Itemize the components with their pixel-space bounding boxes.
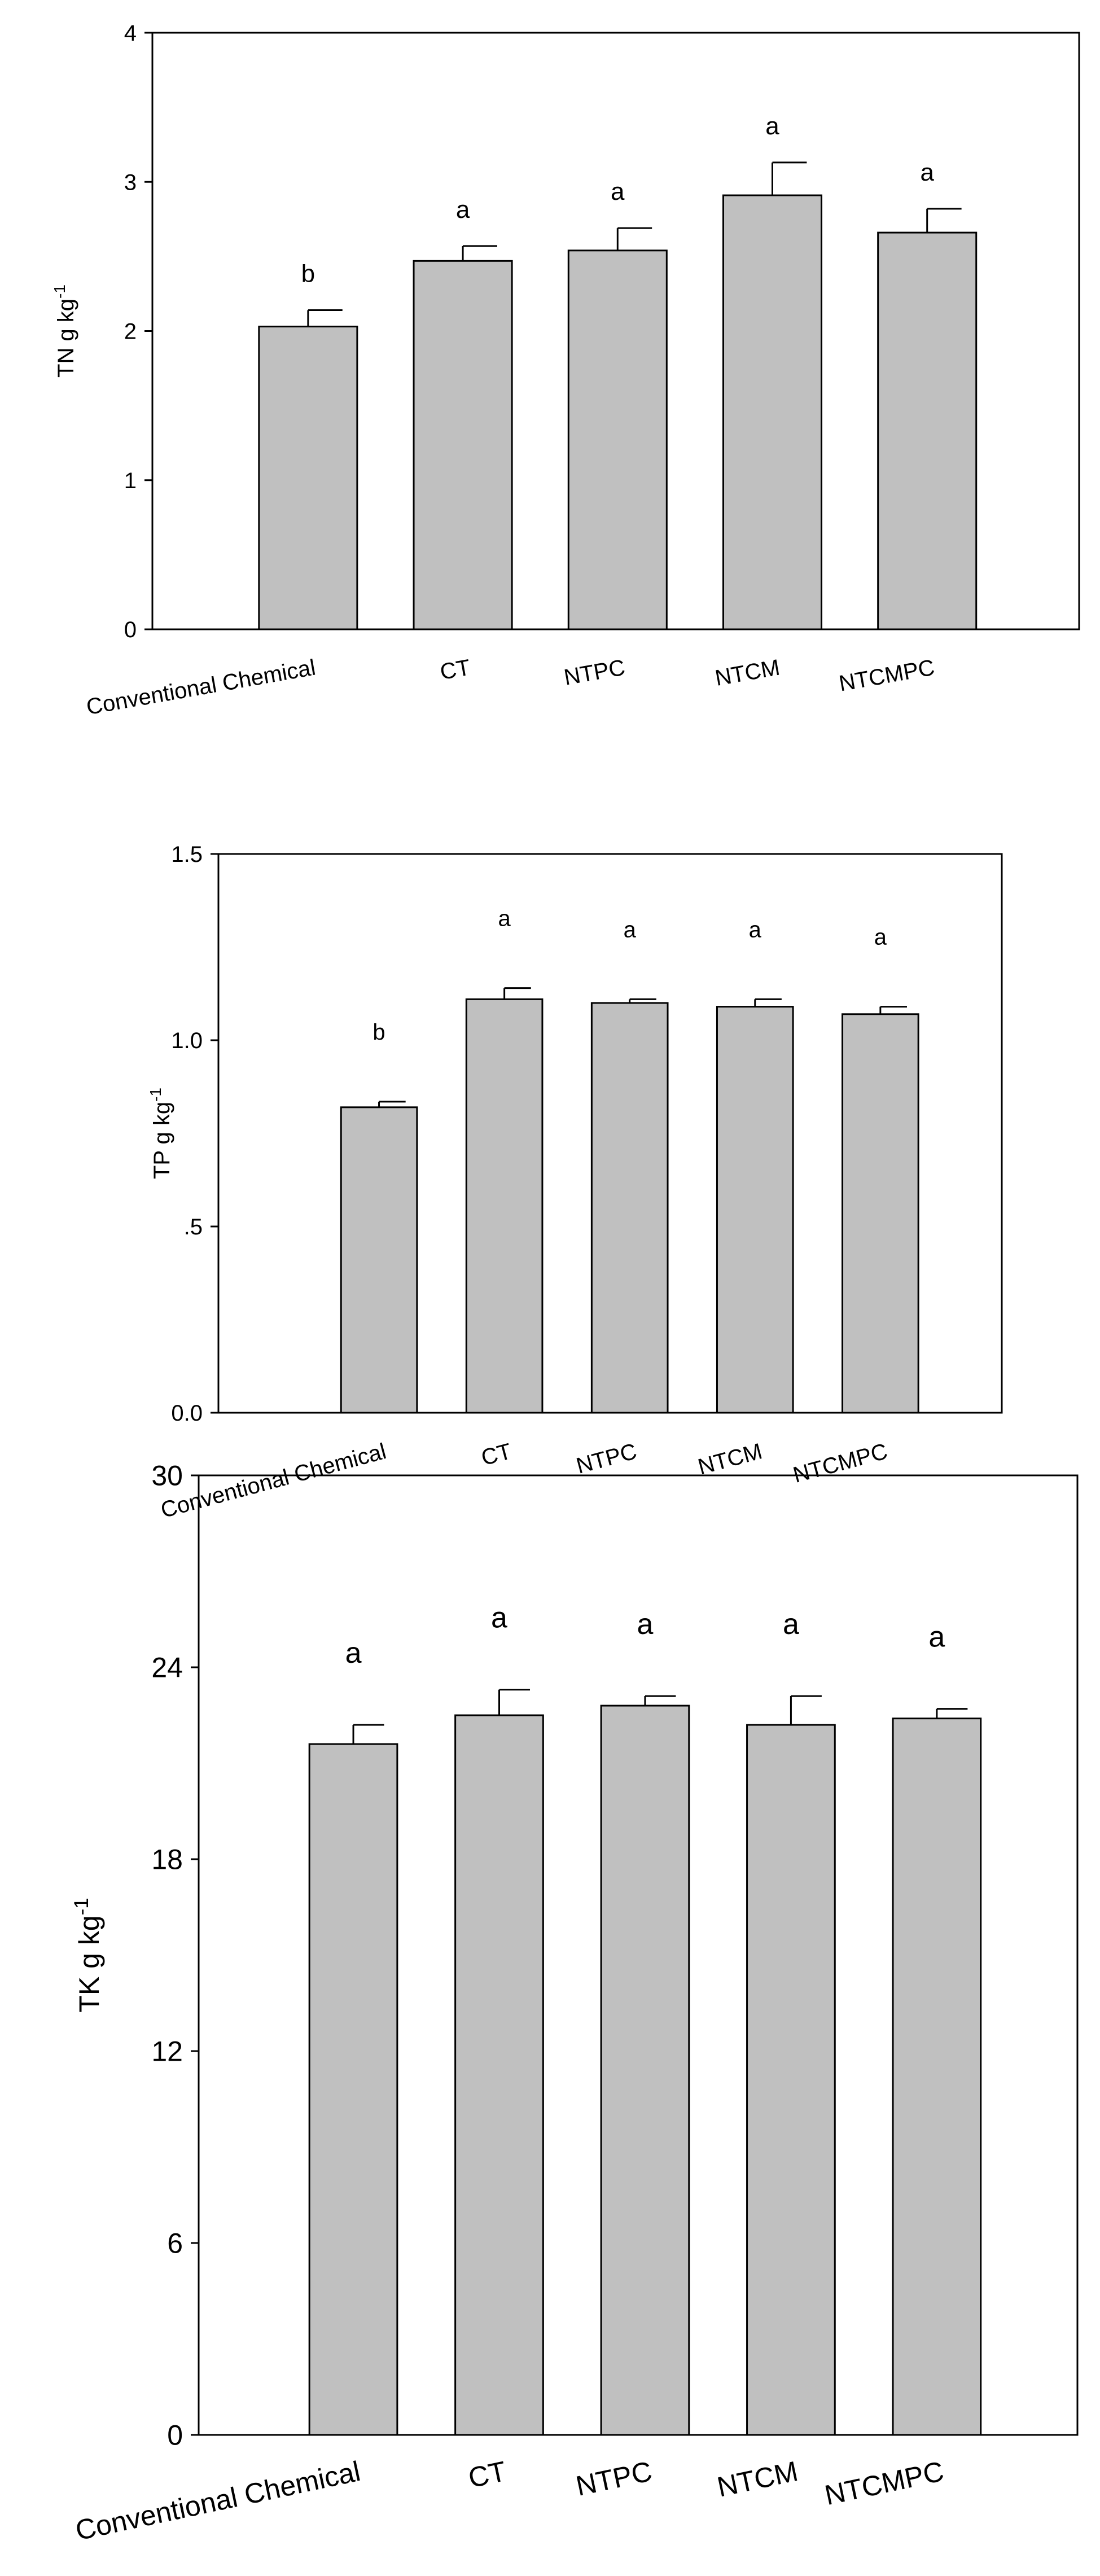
y-axis-label: TP g kg-1	[147, 1088, 175, 1179]
x-tick-label: CT	[466, 2455, 509, 2494]
bar	[892, 1718, 982, 2436]
y-axis-label-sup: -1	[51, 284, 68, 299]
y-tick-label: 12	[151, 2036, 183, 2067]
panel: 0 6 12 18 24 30 a Conventional Chemical a CT a NTPC…	[71, 1460, 1079, 2547]
panel: 0.0 .5 1.0 1.5 b Conventional Chemical a CT a NTP…	[147, 842, 1003, 1523]
significance-letter: a	[920, 159, 934, 186]
bar	[716, 1006, 794, 1414]
significance-letter: a	[928, 1621, 945, 1654]
y-tick-label: 0	[124, 617, 137, 642]
y-tick-label: 1.0	[171, 1028, 203, 1053]
significance-letter: a	[874, 925, 887, 950]
y-axis-label-text: TN g kg	[54, 299, 78, 378]
x-tick-label: Conventional Chemical	[158, 1439, 389, 1523]
bar	[567, 249, 668, 630]
significance-letter: a	[456, 196, 470, 224]
significance-letter: a	[765, 112, 779, 140]
bar	[842, 1013, 919, 1414]
y-axis-label-text: TK g kg	[73, 1915, 105, 2012]
significance-letter: a	[637, 1608, 653, 1641]
y-tick-label: 18	[151, 1844, 183, 1876]
bar	[722, 194, 823, 630]
x-tick-label: NTPC	[573, 2455, 655, 2502]
y-tick-label: .5	[184, 1215, 203, 1239]
bar	[454, 1714, 544, 2436]
panel: 0 1 2 3 4 b Conventional Chemical a CT a NTPC a NTCM…	[51, 21, 1080, 720]
bar	[340, 1106, 418, 1414]
y-axis-label: TK g kg-1	[71, 1898, 106, 2012]
y-tick-label: 30	[151, 1460, 183, 1492]
plot-frame	[198, 1474, 1079, 2436]
y-axis-label-sup: -1	[147, 1088, 164, 1102]
y-tick-label: 24	[151, 1652, 183, 1684]
bar	[413, 260, 513, 630]
significance-letter: a	[491, 1602, 507, 1635]
bar	[308, 1743, 398, 2436]
x-tick-label: NTCM	[713, 655, 782, 691]
x-tick-label: Conventional Chemical	[73, 2455, 363, 2547]
bar	[877, 231, 978, 630]
bar	[590, 1002, 669, 1414]
y-tick-label: 0	[167, 2420, 183, 2451]
y-tick-label: 6	[167, 2228, 183, 2259]
x-tick-label: NTCM	[715, 2455, 801, 2503]
x-tick-label: NTPC	[573, 1439, 639, 1479]
y-tick-label: 0.0	[171, 1401, 203, 1426]
x-tick-label: CT	[438, 655, 472, 685]
plot-frame	[217, 853, 1003, 1414]
x-tick-label: NTCM	[695, 1439, 765, 1479]
x-tick-label: NTCMPC	[822, 2455, 946, 2511]
significance-letter: b	[301, 260, 315, 288]
y-tick-label: 3	[124, 170, 137, 195]
x-tick-label: CT	[479, 1439, 514, 1470]
significance-letter: a	[749, 917, 762, 942]
plot-frame	[151, 32, 1080, 630]
x-tick-label: NTCMPC	[791, 1439, 891, 1488]
significance-letter: a	[345, 1637, 362, 1670]
significance-letter: a	[498, 906, 511, 931]
y-tick-label: 1	[124, 468, 137, 493]
bar	[465, 998, 544, 1414]
x-tick-label: NTCMPC	[837, 655, 936, 696]
bar	[746, 1724, 836, 2436]
bar	[600, 1705, 690, 2436]
y-tick-label: 4	[124, 21, 137, 46]
x-tick-label: NTPC	[562, 655, 627, 690]
y-axis-label-text: TP g kg	[150, 1102, 174, 1179]
y-tick-label: 1.5	[171, 842, 203, 867]
y-axis-label: TN g kg-1	[51, 284, 79, 378]
significance-letter: a	[611, 178, 625, 205]
significance-letter: a	[783, 1608, 799, 1641]
significance-letter: a	[624, 917, 637, 942]
bar	[258, 326, 358, 630]
y-axis-label-sup: -1	[71, 1898, 93, 1915]
significance-letter: b	[372, 1020, 385, 1045]
y-tick-label: 2	[124, 319, 137, 344]
x-tick-label: Conventional Chemical	[85, 655, 318, 720]
